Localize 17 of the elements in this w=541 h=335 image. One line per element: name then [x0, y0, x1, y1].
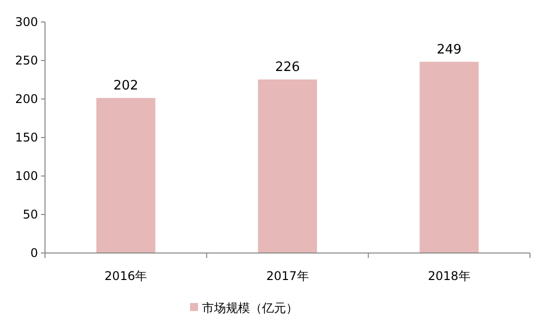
x-tick-label: 2016年 — [104, 269, 148, 283]
x-tick-label: 2018年 — [428, 269, 470, 283]
y-tick-label: 150 — [15, 130, 38, 144]
y-tick-label: 250 — [15, 54, 38, 68]
bar — [95, 96, 156, 254]
x-tick-label: 2017年 — [266, 269, 309, 283]
bar — [257, 78, 318, 254]
data-label: 249 — [436, 42, 462, 58]
data-label: 202 — [113, 78, 138, 94]
y-tick-label: 50 — [22, 208, 38, 222]
data-label: 226 — [275, 60, 300, 75]
legend-label: 市场规模（亿元） — [202, 301, 298, 315]
y-tick-label: 300 — [15, 15, 38, 29]
y-tick-label: 200 — [15, 92, 38, 106]
y-tick-label: 100 — [15, 169, 38, 183]
bar — [418, 60, 480, 254]
y-tick-label: 0 — [30, 246, 38, 260]
